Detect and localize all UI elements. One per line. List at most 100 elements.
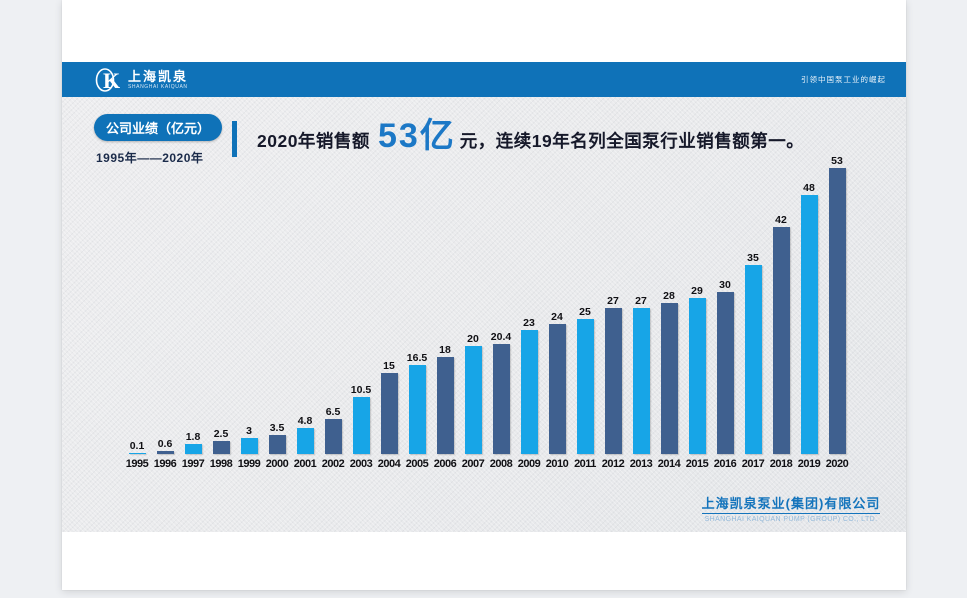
- bar-year-label: 2010: [545, 458, 569, 470]
- bar-year-label: 1996: [153, 458, 177, 470]
- bar-year-label: 1995: [125, 458, 149, 470]
- bar-area: 4.8: [291, 150, 319, 454]
- bar-area: 27: [627, 150, 655, 454]
- bar-value-label: 25: [579, 305, 591, 318]
- year-range-label: 1995年——2020年: [96, 151, 204, 165]
- bar-area: 23: [515, 150, 543, 454]
- bar-value-label: 35: [747, 251, 759, 264]
- bar-year-label: 2002: [321, 458, 345, 470]
- bar-group: 48 2019: [795, 150, 823, 470]
- headline: 2020年销售额 53亿 元， 连续19年名列全国泵行业销售额第一。: [232, 119, 804, 159]
- kaiquan-logo-icon: K: [95, 68, 120, 93]
- bar-area: 3.5: [263, 150, 291, 454]
- bar-value-label: 20: [467, 332, 479, 345]
- bar: [772, 227, 790, 454]
- bar: [548, 324, 566, 454]
- bar-area: 25: [571, 150, 599, 454]
- bar-value-label: 16.5: [406, 351, 428, 364]
- bar-group: 30 2016: [711, 150, 739, 470]
- slide-body: 公司业绩（亿元） 1995年——2020年 2020年销售额 53亿 元， 连续…: [62, 97, 906, 532]
- bar-area: 3: [235, 150, 263, 454]
- headline-divider: [232, 121, 237, 157]
- bar-group: 1.8 1997: [179, 150, 207, 470]
- bar-group: 25 2011: [571, 150, 599, 470]
- bar-value-label: 2.5: [213, 427, 229, 440]
- bar: [184, 444, 202, 454]
- bar-group: 20.4 2008: [487, 150, 515, 470]
- headline-rest: 连续19年名列全国泵行业销售额第一。: [495, 131, 805, 151]
- bar-year-label: 2006: [433, 458, 457, 470]
- bar-group: 24 2010: [543, 150, 571, 470]
- bar-value-label: 10.5: [350, 383, 372, 396]
- bar-year-label: 2016: [713, 458, 737, 470]
- bar: [436, 357, 454, 454]
- bar-area: 53: [823, 150, 851, 454]
- bar-year-label: 1998: [209, 458, 233, 470]
- logo-text-cn: 上海凯泉: [128, 68, 189, 84]
- bar: [744, 265, 762, 454]
- bar-value-label: 48: [803, 181, 815, 194]
- bar-group: 15 2004: [375, 150, 403, 470]
- bar-value-label: 29: [691, 284, 703, 297]
- bar-group: 27 2013: [627, 150, 655, 470]
- bar: [324, 419, 342, 454]
- bar-group: 35 2017: [739, 150, 767, 470]
- bar-area: 27: [599, 150, 627, 454]
- header-slogan: 引领中国泵工业的崛起: [801, 75, 886, 84]
- bar-value-label: 0.1: [129, 439, 145, 452]
- bar-value-label: 4.8: [297, 414, 313, 427]
- bar-year-label: 2004: [377, 458, 401, 470]
- bar-value-label: 18: [439, 343, 451, 356]
- presentation-slide: K 上海凯泉 SHANGHAI KAIQUAN 引领中国泵工业的崛起 公司业绩（…: [62, 0, 906, 590]
- bar: [240, 438, 258, 454]
- bar-value-label: 42: [775, 213, 787, 226]
- bar-area: 29: [683, 150, 711, 454]
- bar-group: 53 2020: [823, 150, 851, 470]
- bar-area: 0.1: [123, 150, 151, 454]
- bar-area: 42: [767, 150, 795, 454]
- bar-value-label: 6.5: [325, 405, 341, 418]
- bar: [380, 373, 398, 454]
- bar-group: 4.8 2001: [291, 150, 319, 470]
- bar: [520, 330, 538, 454]
- bar-area: 6.5: [319, 150, 347, 454]
- company-name-en: SHANGHAI KAIQUAN PUMP (GROUP) CO., LTD.: [704, 516, 878, 523]
- bar-area: 48: [795, 150, 823, 454]
- bar-group: 10.5 2003: [347, 150, 375, 470]
- bar-group: 42 2018: [767, 150, 795, 470]
- bar-group: 6.5 2002: [319, 150, 347, 470]
- bar-value-label: 28: [663, 289, 675, 302]
- bar-group: 27 2012: [599, 150, 627, 470]
- bar-value-label: 23: [523, 316, 535, 329]
- company-logo: K 上海凯泉 SHANGHAI KAIQUAN: [94, 67, 188, 93]
- bar: [604, 308, 622, 454]
- bar-value-label: 3: [246, 424, 252, 437]
- bar: [716, 292, 734, 454]
- bar-area: 16.5: [403, 150, 431, 454]
- title-badge: 公司业绩（亿元）: [94, 114, 223, 141]
- bar-year-label: 2018: [769, 458, 793, 470]
- bar: [296, 428, 314, 454]
- bar-value-label: 20.4: [490, 330, 512, 343]
- bar-group: 2.5 1998: [207, 150, 235, 470]
- svg-text:K: K: [103, 68, 120, 93]
- headline-unit: 元，: [459, 131, 496, 151]
- bar-year-label: 1999: [237, 458, 261, 470]
- bar: [464, 346, 482, 454]
- headline-big-number: 53亿: [377, 117, 456, 155]
- bar-group: 3 1999: [235, 150, 263, 470]
- bar-year-label: 2003: [349, 458, 373, 470]
- bar-year-label: 2009: [517, 458, 541, 470]
- bar-area: 20: [459, 150, 487, 454]
- bar-area: 10.5: [347, 150, 375, 454]
- bar: [128, 453, 146, 454]
- bar-area: 20.4: [487, 150, 515, 454]
- bar: [576, 319, 594, 454]
- bar-value-label: 24: [551, 310, 563, 323]
- company-name-cn: 上海凯泉泵业(集团)有限公司: [701, 493, 881, 514]
- bar-year-label: 1997: [181, 458, 205, 470]
- bar-area: 18: [431, 150, 459, 454]
- footer-company: 上海凯泉泵业(集团)有限公司 SHANGHAI KAIQUAN PUMP (GR…: [691, 493, 891, 523]
- bar-year-label: 2017: [741, 458, 765, 470]
- bar: [828, 168, 846, 454]
